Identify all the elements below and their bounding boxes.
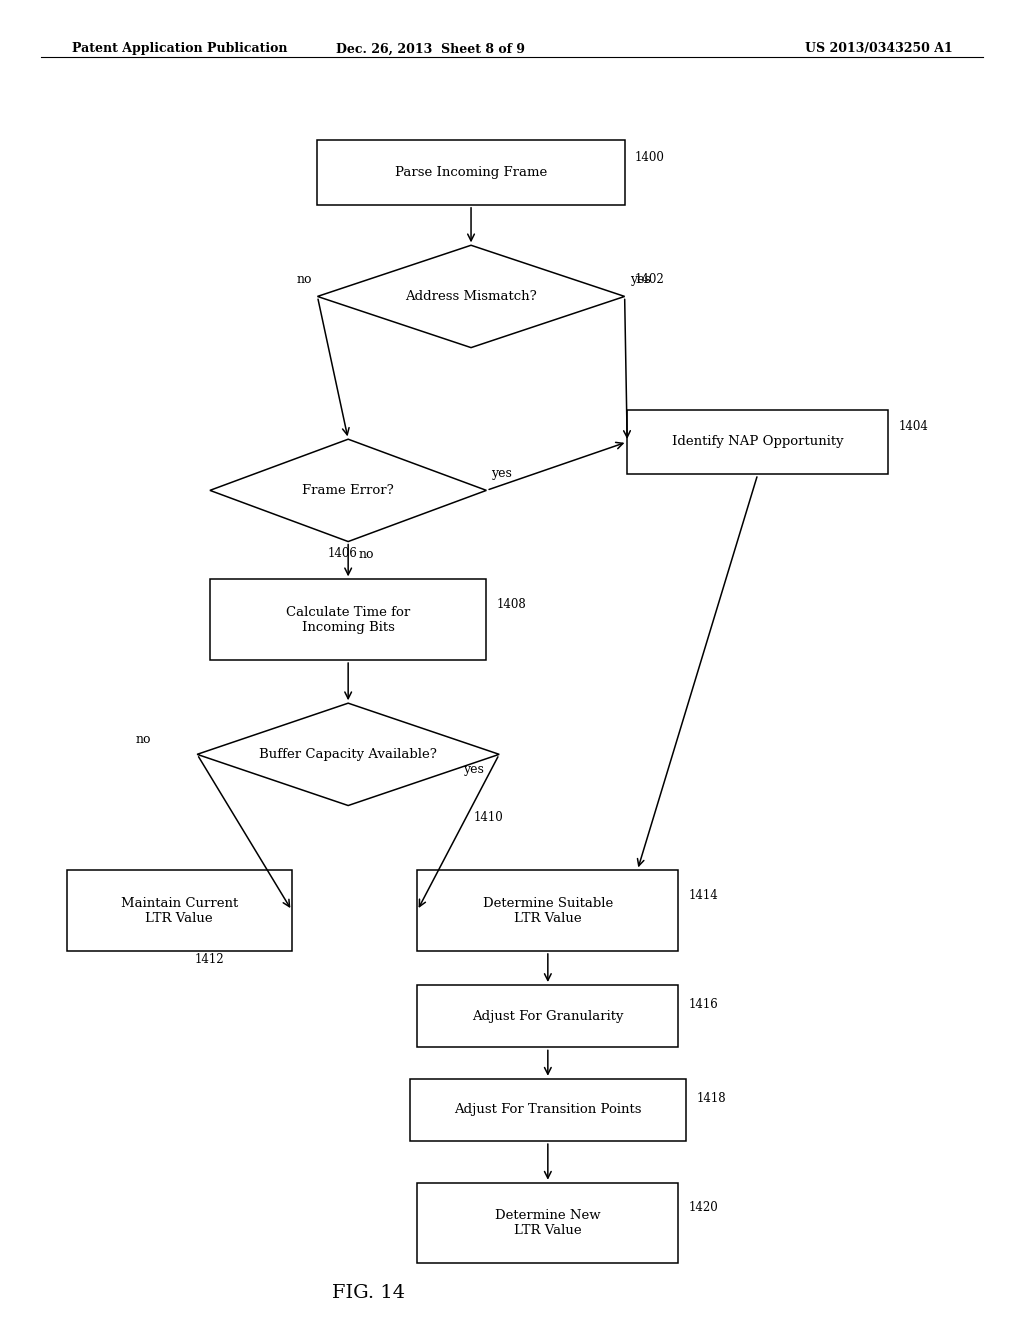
Bar [410,1078,686,1142]
Text: 1418: 1418 [696,1092,726,1105]
Text: Determine New
LTR Value: Determine New LTR Value [495,1209,601,1237]
Text: Patent Application Publication: Patent Application Publication [72,42,287,55]
Text: Adjust For Transition Points: Adjust For Transition Points [454,1104,642,1117]
Text: yes: yes [492,466,512,479]
Text: 1402: 1402 [635,273,665,285]
Bar [67,870,292,950]
Text: no: no [358,548,374,561]
Bar [210,579,486,660]
Bar [418,1183,679,1263]
Polygon shape [198,704,500,805]
Text: 1420: 1420 [689,1201,719,1214]
Text: no: no [136,733,152,746]
Text: Frame Error?: Frame Error? [302,484,394,496]
Text: 1410: 1410 [474,810,504,824]
Text: 1412: 1412 [195,953,224,966]
Text: Address Mismatch?: Address Mismatch? [406,290,537,302]
Polygon shape [317,246,625,347]
Text: Calculate Time for
Incoming Bits: Calculate Time for Incoming Bits [286,606,411,634]
Text: FIG. 14: FIG. 14 [332,1284,406,1302]
Text: Dec. 26, 2013  Sheet 8 of 9: Dec. 26, 2013 Sheet 8 of 9 [336,42,524,55]
Bar [317,140,625,205]
Bar [418,870,679,950]
Text: 1406: 1406 [328,546,358,560]
Text: Adjust For Granularity: Adjust For Granularity [472,1010,624,1023]
Text: 1404: 1404 [899,420,929,433]
Text: Buffer Capacity Available?: Buffer Capacity Available? [259,748,437,760]
Text: 1408: 1408 [497,598,526,611]
Bar [418,985,679,1047]
Text: Determine Suitable
LTR Value: Determine Suitable LTR Value [482,896,613,924]
Text: no: no [297,273,312,285]
Bar [627,409,889,474]
Text: 1416: 1416 [689,998,719,1011]
Polygon shape [210,440,486,541]
Text: Parse Incoming Frame: Parse Incoming Frame [395,166,547,180]
Text: Identify NAP Opportunity: Identify NAP Opportunity [672,436,844,449]
Text: 1414: 1414 [689,888,719,902]
Text: 1400: 1400 [635,150,665,164]
Text: yes: yes [630,273,650,285]
Text: yes: yes [463,763,484,776]
Text: US 2013/0343250 A1: US 2013/0343250 A1 [805,42,952,55]
Text: Maintain Current
LTR Value: Maintain Current LTR Value [121,896,238,924]
